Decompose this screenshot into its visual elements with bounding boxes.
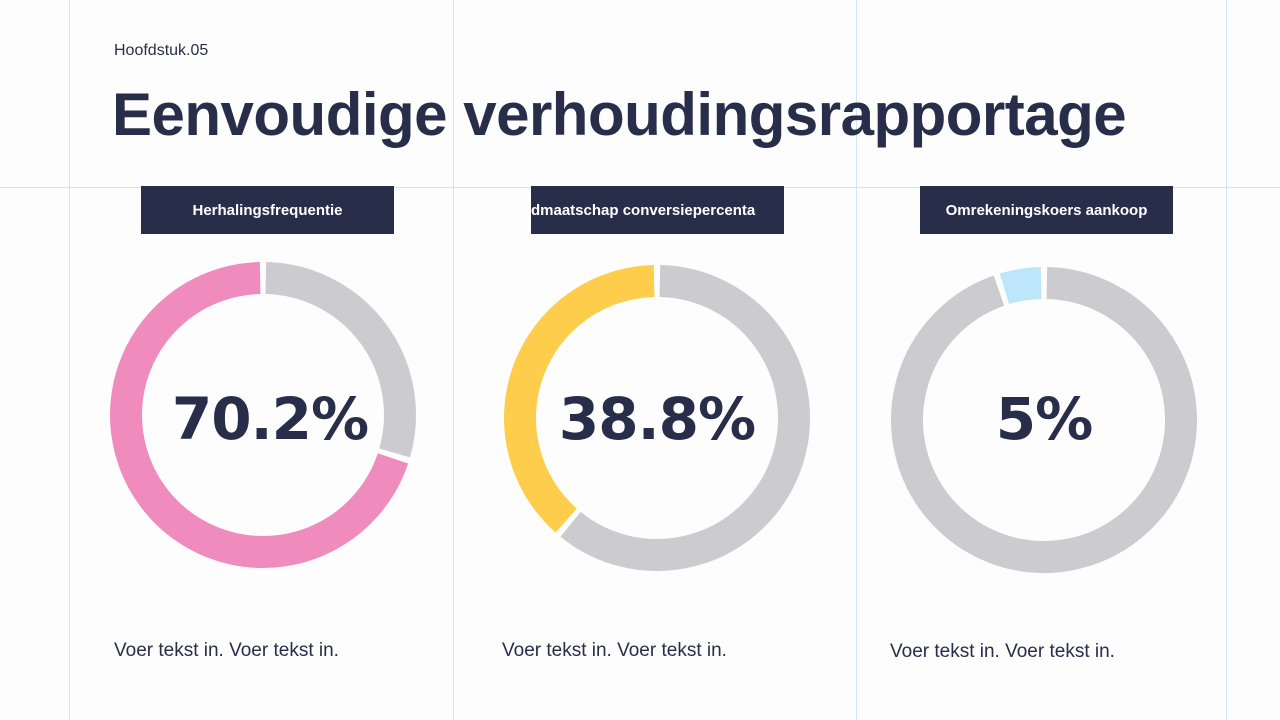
chart-title-card: Omrekeningskoers aankoop [920, 186, 1173, 234]
caption: Voer tekst in. Voer tekst in. [114, 640, 339, 661]
donut-chart [110, 262, 416, 568]
donut-remainder-segment [265, 262, 416, 458]
donut-value: 38.8% [558, 385, 756, 453]
donut-value-segment [110, 262, 409, 568]
guide-line [1226, 0, 1227, 720]
donut-value: 5% [995, 385, 1093, 453]
donut-remainder-segment [891, 267, 1197, 573]
donut-remainder-segment [560, 265, 810, 571]
page-title: Eenvoudige verhoudingsrapportage [112, 81, 1127, 148]
donut-value-segment [999, 267, 1042, 305]
caption: Voer tekst in. Voer tekst in. [502, 640, 727, 661]
donut-value-segment [504, 265, 655, 533]
chart-title-card: Herhalingsfrequentie [141, 186, 394, 234]
caption: Voer tekst in. Voer tekst in. [890, 641, 1115, 662]
guide-line [69, 0, 70, 720]
donut-chart [504, 265, 810, 571]
chart-title-card: dmaatschap conversiepercenta [531, 186, 784, 234]
guide-line [453, 0, 454, 720]
donut-chart [891, 267, 1197, 573]
chapter-label: Hoofdstuk.05 [114, 42, 209, 59]
donut-value: 70.2% [171, 385, 369, 453]
guide-line [856, 0, 857, 720]
